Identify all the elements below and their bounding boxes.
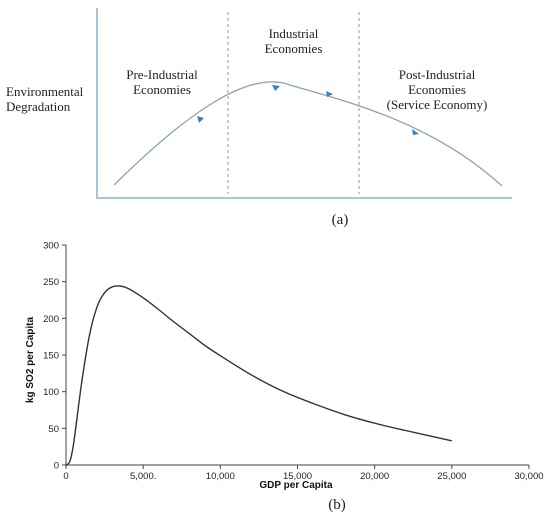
x-tick-label: 5,000. — [130, 471, 156, 482]
region-label-line: Industrial — [268, 26, 319, 41]
y-tick-label: 150 — [43, 351, 59, 362]
y-tick-label: 0 — [54, 461, 59, 472]
x-tick-label: 0 — [63, 471, 68, 482]
y-axis-label-line1: Environmental — [6, 84, 84, 99]
x-tick-label: 20,000 — [360, 471, 389, 482]
y-tick-label: 200 — [43, 314, 59, 325]
panel-a-diagram: Environmental Degradation Pre-Industrial… — [0, 0, 550, 235]
y-axis-label-line2: Degradation — [6, 99, 71, 114]
panel-b-chart: 0 50 100 150 200 250 300 0 5,000. 10,000 15,000 20… — [0, 235, 550, 523]
y-ticks: 0 50 100 150 200 250 300 — [43, 241, 66, 472]
y-tick-label: 50 — [48, 424, 59, 435]
y-axis-label: kg SO2 per Capita — [25, 316, 36, 403]
y-tick-label: 300 — [43, 241, 59, 252]
x-tick-label: 10,000 — [206, 471, 235, 482]
caption-b: (b) — [328, 497, 346, 513]
so2-gdp-chart: 0 50 100 150 200 250 300 0 5,000. 10,000 15,000 20… — [25, 241, 544, 492]
caption-a: (a) — [331, 212, 349, 228]
x-ticks: 0 5,000. 10,000 15,000 20,000 25,000 30,000 — [63, 465, 544, 482]
region-label-line: Economies — [133, 82, 191, 97]
arrow-marker-3 — [326, 91, 333, 97]
y-axis-label-a: Environmental Degradation — [6, 84, 96, 114]
arrow-marker-2 — [272, 85, 280, 91]
region-label-line: (Service Economy) — [386, 97, 488, 112]
x-tick-label: 30,000 — [514, 471, 543, 482]
arrow-marker-4 — [412, 129, 419, 135]
region-label-line: Economies — [408, 82, 466, 97]
x-axis-label: GDP per Capita — [259, 480, 333, 491]
chart-axes — [65, 245, 529, 466]
x-tick-label: 15,000 — [283, 471, 312, 482]
y-tick-label: 100 — [43, 387, 59, 398]
region-label-line: Post-Industrial — [398, 67, 476, 82]
series-line — [65, 285, 452, 466]
region-label-pre-industrial: Pre-Industrial Economies — [112, 67, 212, 97]
arrow-marker-1 — [197, 116, 204, 123]
kuznets-curve — [113, 81, 503, 187]
region-label-post-industrial: Post-Industrial Economies (Service Econo… — [372, 67, 502, 112]
y-tick-label: 250 — [43, 277, 59, 288]
region-label-line: Pre-Industrial — [126, 67, 198, 82]
ekc-concept-diagram — [96, 8, 512, 199]
region-label-line: Economies — [264, 41, 323, 56]
x-tick-label: 25,000 — [437, 471, 466, 482]
region-label-industrial: Industrial Economies — [246, 26, 341, 56]
